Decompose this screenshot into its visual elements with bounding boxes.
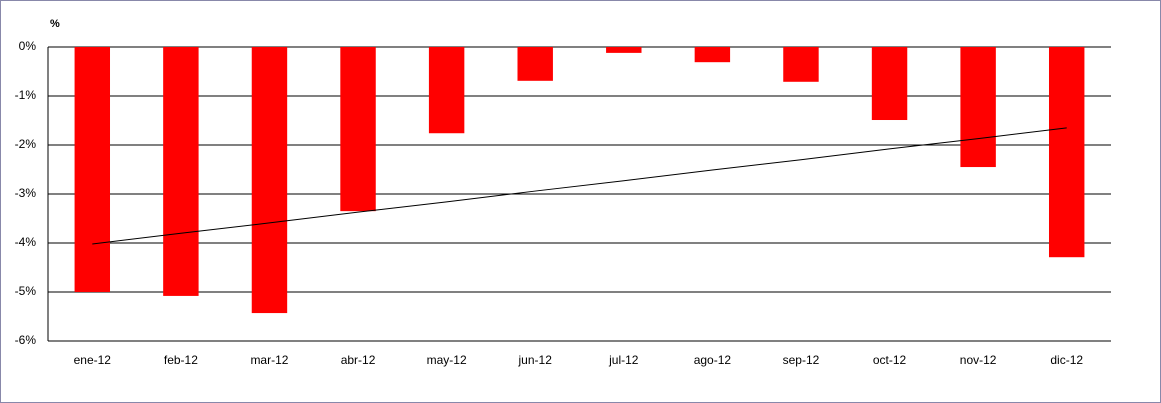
y-tick-label: -6%	[15, 333, 37, 347]
bar	[783, 47, 819, 82]
bar	[428, 47, 465, 134]
x-tick-label: jul-12	[608, 353, 639, 367]
y-tick-label: -5%	[15, 284, 37, 298]
y-axis-label: %	[50, 18, 60, 30]
bar	[74, 47, 111, 292]
bar	[163, 47, 199, 296]
x-tick-label: jun-12	[518, 353, 553, 367]
bar	[694, 47, 731, 63]
bar	[251, 47, 288, 314]
x-tick-label: nov-12	[960, 353, 997, 367]
bar	[871, 47, 908, 121]
trend-line	[92, 127, 1067, 245]
x-tick-label: dic-12	[1050, 353, 1083, 367]
y-tick-label: -3%	[15, 186, 37, 200]
x-tick-label: sep-12	[783, 353, 820, 367]
x-tick-label: ago-12	[694, 353, 732, 367]
x-tick-label: mar-12	[250, 353, 288, 367]
bar	[1048, 47, 1085, 258]
x-tick-label: oct-12	[873, 353, 907, 367]
bar	[960, 47, 996, 168]
bar	[606, 47, 642, 53]
y-tick-label: -4%	[15, 235, 37, 249]
y-tick-label: 0%	[19, 39, 37, 53]
x-tick-label: abr-12	[341, 353, 376, 367]
x-tick-label: feb-12	[164, 353, 198, 367]
x-tick-label: may-12	[427, 353, 467, 367]
y-tick-label: -1%	[15, 88, 37, 102]
x-tick-label: ene-12	[74, 353, 112, 367]
bar	[340, 47, 376, 212]
y-tick-label: -2%	[15, 137, 37, 151]
bar	[517, 47, 553, 81]
